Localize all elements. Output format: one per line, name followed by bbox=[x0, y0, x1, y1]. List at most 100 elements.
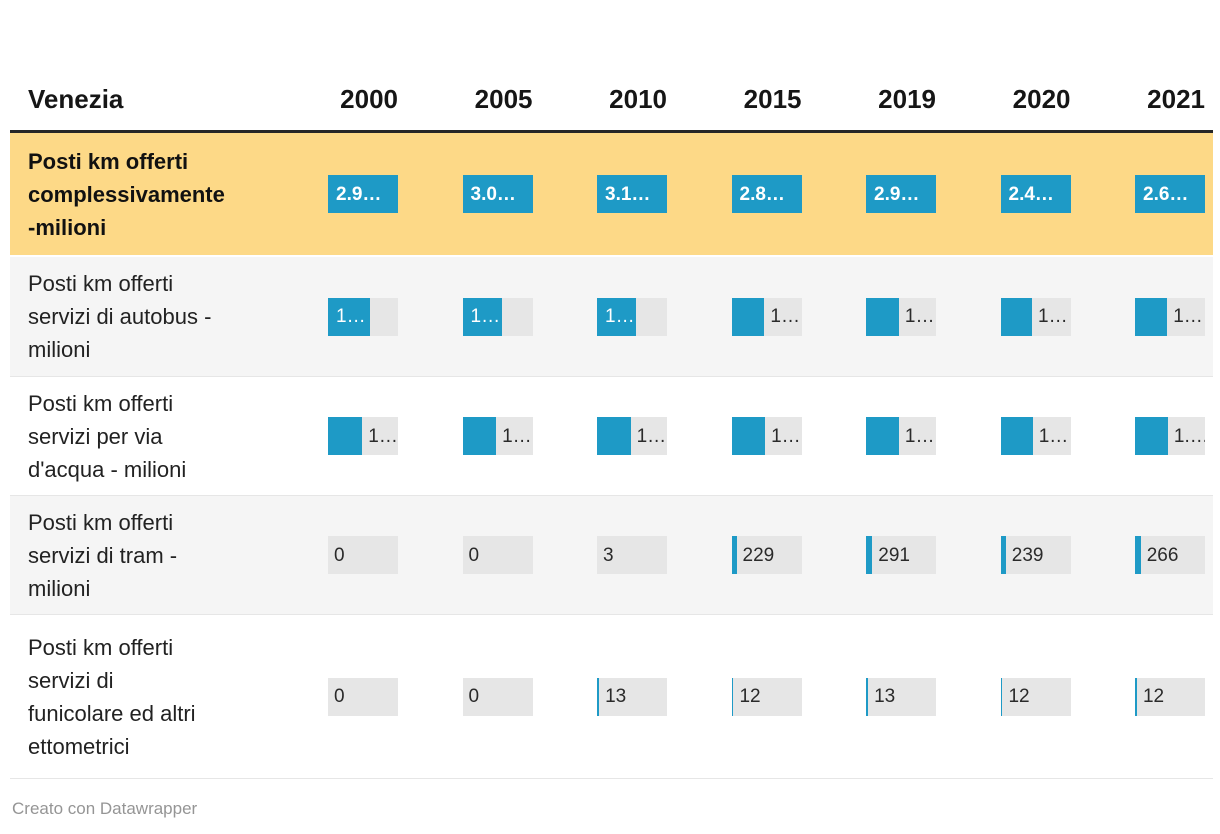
bar-fill bbox=[1000, 677, 1003, 716]
year-cell: 1… bbox=[541, 297, 676, 336]
bar-value: 12 bbox=[1142, 686, 1165, 707]
bar-value: 13 bbox=[605, 686, 627, 707]
bar-fill bbox=[1000, 536, 1006, 574]
bar: 12 bbox=[731, 677, 802, 716]
bar-fill bbox=[866, 297, 899, 336]
row-label: Posti km offerti servizi per via d'acqua… bbox=[28, 390, 187, 482]
chart-title: Venezia bbox=[28, 83, 124, 114]
bar: 3 bbox=[597, 536, 667, 574]
bar-value: 1… bbox=[1038, 306, 1068, 327]
column-header-2000: 2000 bbox=[340, 83, 398, 114]
table-row: Posti km offerti complessivamente -milio… bbox=[10, 133, 1213, 257]
datawrapper-credit-link[interactable]: Creato con Datawrapper bbox=[12, 799, 198, 818]
bar: 291 bbox=[866, 536, 936, 574]
bar-fill bbox=[1135, 417, 1168, 455]
bar-value: 3 bbox=[603, 544, 614, 566]
bar: 1… bbox=[1135, 297, 1205, 336]
bar-fill bbox=[1135, 297, 1168, 336]
bar-fill bbox=[1135, 677, 1137, 716]
header-rule bbox=[10, 130, 1213, 133]
column-header-2021: 2021 bbox=[1147, 83, 1205, 114]
bar: 1… bbox=[866, 297, 936, 336]
year-cell: 3.1… bbox=[541, 175, 676, 213]
year-cell: 1.… bbox=[1079, 417, 1214, 455]
bar-fill bbox=[731, 175, 802, 213]
year-cell: 12 bbox=[1079, 677, 1214, 716]
bar-fill bbox=[597, 677, 600, 716]
bar-value: 291 bbox=[878, 544, 910, 566]
year-cell: 0 bbox=[272, 536, 407, 574]
bar-fill bbox=[597, 417, 631, 455]
year-cell: 2.4… bbox=[944, 175, 1079, 213]
year-cell: 13 bbox=[810, 677, 945, 716]
bar-value: 3.1… bbox=[605, 183, 651, 205]
bar: 1.… bbox=[1135, 417, 1205, 455]
year-cell: 1… bbox=[272, 297, 407, 336]
bar-value: 1… bbox=[502, 425, 532, 447]
bar-value: 0 bbox=[334, 544, 345, 566]
column-header-2019: 2019 bbox=[878, 83, 936, 114]
footer: Creato con Datawrapper bbox=[10, 799, 1213, 819]
bar: 1… bbox=[328, 417, 398, 455]
year-cell: 1… bbox=[810, 417, 945, 455]
bar-fill bbox=[866, 677, 869, 716]
year-cell: 13 bbox=[541, 677, 676, 716]
bar-value: 239 bbox=[1011, 544, 1044, 566]
year-cell: 0 bbox=[406, 536, 541, 574]
bar: 13 bbox=[597, 677, 667, 716]
bar-fill bbox=[1135, 175, 1205, 213]
bar: 1… bbox=[1000, 297, 1071, 336]
row-label: Posti km offerti servizi di tram - milio… bbox=[28, 509, 178, 601]
bar: 1… bbox=[731, 297, 802, 336]
bar-value: 1… bbox=[336, 306, 366, 327]
bar-value: 13 bbox=[874, 686, 896, 707]
bar: 1… bbox=[731, 417, 802, 455]
bar: 1… bbox=[597, 297, 667, 336]
year-cell: 266 bbox=[1079, 536, 1214, 574]
bar: 2.6… bbox=[1135, 175, 1205, 213]
year-cell: 1… bbox=[541, 417, 676, 455]
bar-value: 12 bbox=[1008, 686, 1030, 707]
bar: 266 bbox=[1135, 536, 1205, 574]
bar-fill bbox=[731, 297, 765, 336]
column-header-2005: 2005 bbox=[474, 83, 533, 114]
bar-fill bbox=[866, 536, 873, 574]
year-cell: 1… bbox=[944, 297, 1079, 336]
bar: 2.4… bbox=[1000, 175, 1071, 213]
bar: 1… bbox=[866, 417, 936, 455]
bar-value: 0 bbox=[468, 544, 480, 566]
bar: 229 bbox=[731, 536, 802, 574]
bar: 12 bbox=[1135, 677, 1205, 716]
year-cell: 1… bbox=[406, 297, 541, 336]
bar-value: 1.… bbox=[1173, 425, 1205, 447]
year-cell: 1… bbox=[272, 417, 407, 455]
year-cell: 0 bbox=[406, 677, 541, 716]
bar-fill bbox=[731, 677, 734, 716]
bar-fill bbox=[462, 175, 533, 213]
year-cell: 0 bbox=[272, 677, 407, 716]
bar: 1… bbox=[1000, 417, 1071, 455]
bar-value: 2.9… bbox=[336, 183, 382, 205]
bar-fill bbox=[462, 417, 497, 455]
year-cell: 1… bbox=[406, 417, 541, 455]
bar: 0 bbox=[328, 677, 398, 716]
year-cell: 1… bbox=[944, 417, 1079, 455]
bar-value: 2.4… bbox=[1008, 183, 1054, 205]
bar-value: 1… bbox=[605, 306, 635, 327]
bar-value: 12 bbox=[739, 686, 761, 707]
bar-value: 1… bbox=[904, 425, 935, 447]
year-cell: 2.8… bbox=[675, 175, 810, 213]
bar-fill bbox=[462, 297, 503, 336]
bar-value: 1… bbox=[771, 425, 801, 447]
year-cell: 3.0… bbox=[406, 175, 541, 213]
table-body: Posti km offerti complessivamente -milio… bbox=[10, 133, 1213, 779]
bar: 3.1… bbox=[597, 175, 667, 213]
bar: 1… bbox=[328, 297, 398, 336]
bar: 2.8… bbox=[731, 175, 802, 213]
column-header-2010: 2010 bbox=[609, 83, 667, 114]
bar: 0 bbox=[462, 536, 533, 574]
row-label: Posti km offerti servizi di funicolare e… bbox=[28, 634, 196, 759]
bar-fill bbox=[328, 417, 363, 455]
bar: 12 bbox=[1000, 677, 1071, 716]
